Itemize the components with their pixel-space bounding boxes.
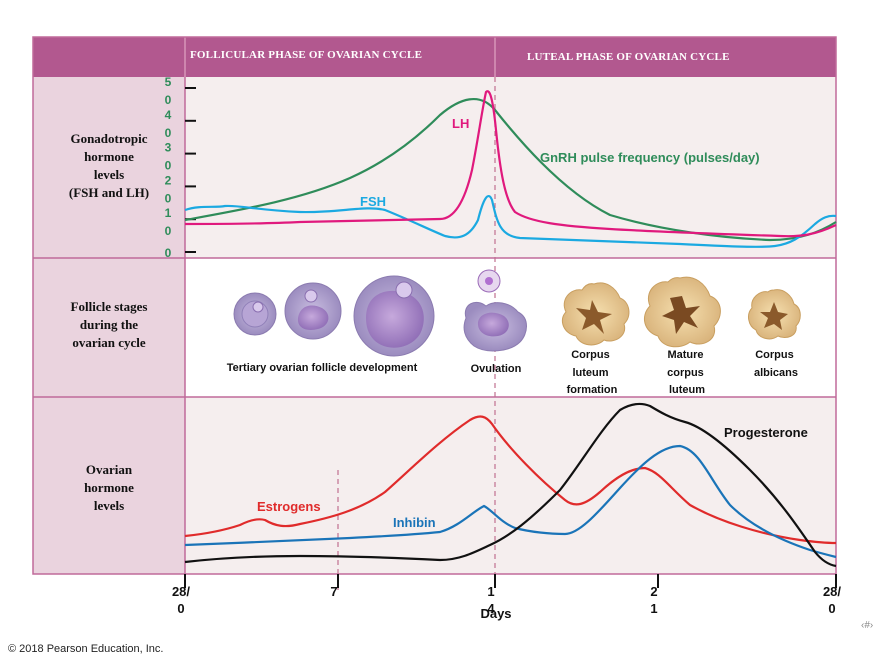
y-tick-label-0: 0: [165, 246, 172, 260]
x-tick-label-day-7: 7: [330, 584, 337, 599]
y-tick-label-part: 3: [165, 141, 172, 155]
caption-tertiary-follicle: Tertiary ovarian follicle development: [227, 362, 418, 374]
y-tick-label-part: 0: [165, 224, 172, 238]
caption-cl-formation-line3: formation: [567, 384, 618, 396]
inhibin-curve: [184, 444, 837, 559]
y-tick-label-part: 2: [165, 173, 172, 187]
y-tick-label-part: 0: [165, 93, 172, 107]
mature-corpus-luteum-illustration: [643, 276, 721, 348]
primary-follicle-illustration: [233, 292, 277, 336]
caption-albicans-line2: albicans: [754, 367, 798, 379]
lh-curve: [184, 90, 837, 238]
ovarian-label-line1: Ovarian: [85, 462, 133, 477]
x-tick-label-line1: 28/: [172, 584, 190, 599]
gonadotropic-label-line4: (FSH and LH): [68, 185, 150, 200]
ovarian-label-line3: levels: [93, 498, 125, 513]
caption-ovulation: Ovulation: [471, 363, 522, 375]
y-tick-label-part: 0: [165, 126, 172, 140]
caption-mature-corpus-luteum: Mature corpus luteum: [667, 349, 707, 396]
x-tick-label-line2: 0: [177, 601, 184, 616]
y-tick-label-part: 4: [165, 108, 172, 122]
x-tick-label-day-0: 28/0: [172, 584, 190, 616]
gnrh-curve: [184, 97, 837, 242]
x-tick-label-line2: 0: [828, 601, 835, 616]
gonadotropic-label-line2: hormone: [84, 149, 134, 164]
x-tick-label-line1: 7: [330, 584, 337, 599]
inhibin-label: Inhibin: [393, 515, 436, 530]
panel-borders: [32, 36, 837, 575]
secondary-follicle-illustration: [284, 282, 342, 340]
luteal-phase-title: LUTEAL PHASE OF OVARIAN CYCLE: [527, 51, 730, 63]
x-tick-label-line1: 1: [487, 584, 494, 599]
ovarian-row-label: Ovarian hormone levels: [34, 461, 184, 515]
y-tick-label-part: 5: [165, 75, 172, 89]
progesterone-curve: [184, 402, 837, 568]
caption-albicans-line1: Corpus: [755, 349, 794, 361]
gonadotropic-row-label: Gonadotropic hormone levels (FSH and LH): [34, 130, 184, 202]
tertiary-follicle-illustration: [353, 275, 435, 357]
label-column: [33, 77, 185, 574]
caption-corpus-albicans: Corpus albicans: [754, 349, 798, 379]
y-tick-label-part: 0: [165, 191, 172, 205]
follicular-phase-title: FOLLICULAR PHASE OF OVARIAN CYCLE: [190, 49, 423, 61]
y-tick-label-part: 0: [165, 159, 172, 173]
fsh-curve: [184, 194, 837, 248]
x-tick-label-line1: 2: [650, 584, 657, 599]
corpus-luteum-formation-illustration: [561, 282, 630, 346]
ovarian-label-line2: hormone: [84, 480, 134, 495]
gonadotropic-label-line3: levels: [93, 167, 125, 182]
estrogens-label: Estrogens: [257, 499, 321, 514]
x-tick-label-line2: 1: [650, 601, 657, 616]
follicle-row-label: Follicle stages during the ovarian cycle: [34, 298, 184, 352]
x-tick-label-line1: 28/: [823, 584, 841, 599]
fsh-label: FSH: [360, 194, 386, 209]
y-tick-label-part: 1: [165, 206, 172, 220]
follicle-label-line2: during the: [79, 317, 139, 332]
x-tick-label-day-28: 28/0: [823, 584, 841, 616]
y-tick-label-part: 0: [165, 246, 172, 260]
caption-corpus-luteum-formation: Corpus luteum formation: [567, 349, 618, 396]
gnrh-label: GnRH pulse frequency (pulses/day): [540, 150, 760, 165]
x-axis-title: Days: [480, 606, 511, 621]
days-x-axis: 28/07 1 42 128/0: [172, 574, 841, 616]
follicle-label-line1: Follicle stages: [70, 299, 148, 314]
caption-cl-formation-line2: luteum: [572, 367, 608, 379]
gonadotropic-label-line1: Gonadotropic: [70, 131, 148, 146]
caption-mature-cl-line3: luteum: [669, 384, 705, 396]
header-bar: [33, 37, 836, 77]
ovulation-illustration: [463, 269, 527, 352]
page-marker: ‹#›: [861, 620, 874, 631]
caption-mature-cl-line2: corpus: [667, 367, 704, 379]
caption-mature-cl-line1: Mature: [667, 349, 703, 361]
estrogens-curve: [184, 415, 837, 545]
caption-cl-formation-line1: Corpus: [571, 349, 610, 361]
gonadotropic-panel: [185, 77, 836, 258]
progesterone-label: Progesterone: [724, 425, 808, 440]
x-tick-label-line2: 4: [487, 601, 495, 616]
follicle-label-line3: ovarian cycle: [72, 335, 146, 350]
ovarian-panel: [185, 397, 836, 574]
corpus-albicans-illustration: [748, 289, 801, 340]
lh-label: LH: [452, 116, 469, 131]
copyright-notice: © 2018 Pearson Education, Inc.: [8, 643, 164, 655]
